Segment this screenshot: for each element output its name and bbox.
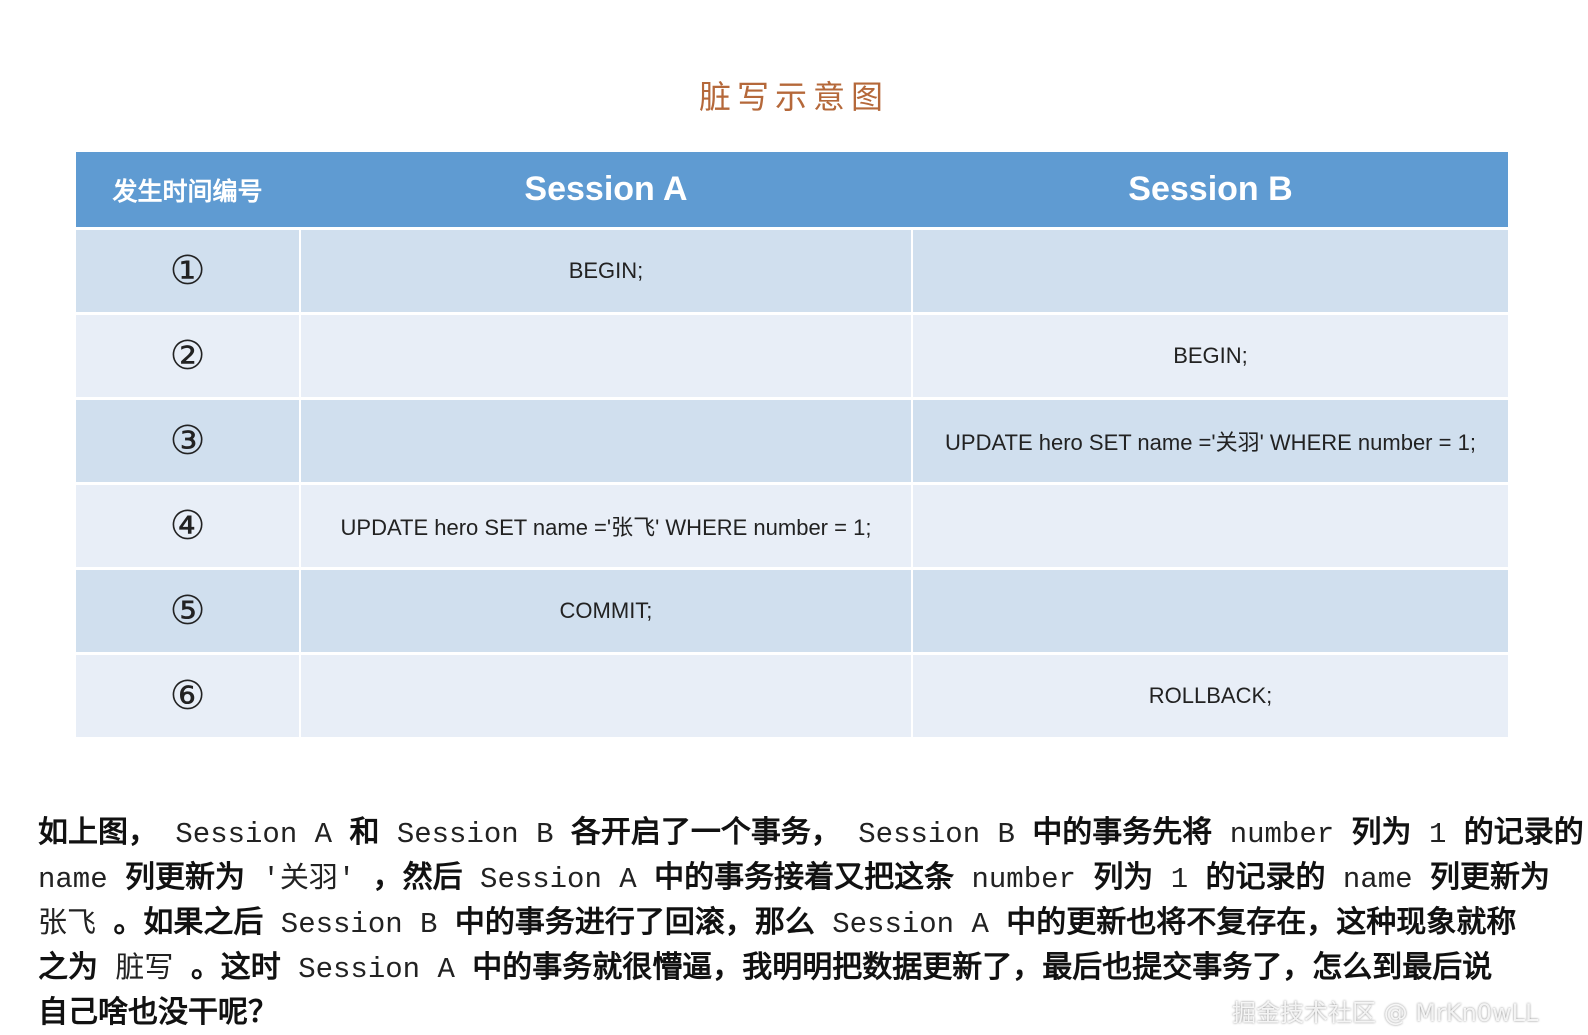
table-row: ① BEGIN; <box>76 230 1508 312</box>
text-segment: 中的事务进行了回滚，那么 <box>454 905 815 940</box>
inline-code: Session B <box>263 908 455 941</box>
table-header: 发生时间编号 Session A Session B <box>76 152 1508 227</box>
text-segment: 如上图， <box>38 815 158 850</box>
session-b-cell: UPDATE hero SET name ='关羽' WHERE number … <box>913 400 1508 482</box>
inline-code: 1 <box>1411 818 1464 851</box>
inline-code: Session A <box>158 818 350 851</box>
session-b-cell <box>913 570 1508 652</box>
text-segment: 各开启了一个事务， <box>570 815 841 850</box>
text-segment: 列更新为 <box>1429 860 1550 895</box>
paragraph-line: 之为 脏写 。这时 Session A 中的事务就很懵逼，我明明把数据更新了，最… <box>38 945 1492 990</box>
paragraph-line: 自己啥也没干呢？ <box>38 990 278 1035</box>
session-a-cell <box>301 655 911 737</box>
text-segment: 的记录的 <box>1205 860 1326 895</box>
text-segment: 列更新为 <box>125 860 246 895</box>
text-segment: 的记录的 <box>1463 815 1584 850</box>
session-a-cell <box>301 315 911 397</box>
inline-code: name <box>38 863 126 896</box>
table-body: ① BEGIN; ② BEGIN; ③ UPDATE hero SET name ='关羽… <box>76 230 1508 737</box>
dirty-write-table: 发生时间编号 Session A Session B ① BEGIN; ② BEGIN… <box>76 152 1508 740</box>
time-number-cell: ④ <box>76 485 299 567</box>
text-segment: 中的事务先将 <box>1032 815 1213 850</box>
inline-code: 张飞 <box>38 908 114 941</box>
inline-code: number <box>1212 818 1352 851</box>
text-segment: ，然后 <box>372 860 463 895</box>
text-segment: 中的事务就很懵逼，我明明把数据更新了，最后也提交事务了，怎么到最后说 <box>472 950 1493 985</box>
diagram-title: 脏写示意图 <box>698 78 889 116</box>
text-segment: 中的事务接着又把这条 <box>654 860 955 895</box>
session-a-cell: COMMIT; <box>301 570 911 652</box>
paragraph-line: 张飞 。如果之后 Session B 中的事务进行了回滚，那么 Session … <box>38 900 1516 945</box>
inline-code: Session A <box>280 953 473 986</box>
session-a-cell: UPDATE hero SET name ='张飞' WHERE number … <box>301 485 911 567</box>
table-row: ④ UPDATE hero SET name ='张飞' WHERE number… <box>76 485 1508 567</box>
inline-code: number <box>954 863 1094 896</box>
inline-code: Session A <box>814 908 1007 941</box>
text-segment: 列为 <box>1351 815 1412 850</box>
table-row: ⑥ ROLLBACK; <box>76 655 1508 737</box>
session-a-cell: BEGIN; <box>301 230 911 312</box>
inline-code: Session B <box>840 818 1033 851</box>
inline-code: '关羽' <box>245 863 373 896</box>
header-session-a: Session A <box>524 170 688 208</box>
inline-code: Session B <box>379 818 571 851</box>
text-segment: 列为 <box>1093 860 1154 895</box>
session-a-cell <box>301 400 911 482</box>
table-row: ⑤ COMMIT; <box>76 570 1508 652</box>
time-number-cell: ③ <box>76 400 299 482</box>
time-number-cell: ⑥ <box>76 655 299 737</box>
table-row: ③ UPDATE hero SET name ='关羽' WHERE number… <box>76 400 1508 482</box>
text-segment: 中的更新也将不复存在，这种现象就称 <box>1006 905 1517 940</box>
inline-code: 1 <box>1153 863 1206 896</box>
time-number-cell: ⑤ <box>76 570 299 652</box>
session-b-cell <box>913 230 1508 312</box>
session-b-cell <box>913 485 1508 567</box>
header-session-b: Session B <box>1128 170 1293 208</box>
table-row: ② BEGIN; <box>76 315 1508 397</box>
text-segment: 。如果之后 <box>113 905 264 940</box>
explanation-paragraph: 如上图， Session A 和 Session B 各开启了一个事务， Ses… <box>38 810 1584 1035</box>
inline-code: name <box>1325 863 1430 896</box>
watermark: 掘金技术社区 @ MrKn0wLL <box>1232 999 1539 1027</box>
paragraph-line: name 列更新为 '关羽' ，然后 Session A 中的事务接着又把这条 … <box>38 855 1550 900</box>
inline-code: 脏写 <box>98 953 191 986</box>
text-segment: 之为 <box>38 950 98 985</box>
inline-code: Session A <box>462 863 655 896</box>
text-segment: 自己啥也没干呢？ <box>38 995 278 1030</box>
session-b-cell: BEGIN; <box>913 315 1508 397</box>
header-time-number: 发生时间编号 <box>112 177 263 206</box>
text-segment: 和 <box>349 815 380 850</box>
text-segment: 。这时 <box>190 950 281 985</box>
time-number-cell: ① <box>76 230 299 312</box>
time-number-cell: ② <box>76 315 299 397</box>
session-b-cell: ROLLBACK; <box>913 655 1508 737</box>
paragraph-line: 如上图， Session A 和 Session B 各开启了一个事务， Ses… <box>38 810 1584 855</box>
